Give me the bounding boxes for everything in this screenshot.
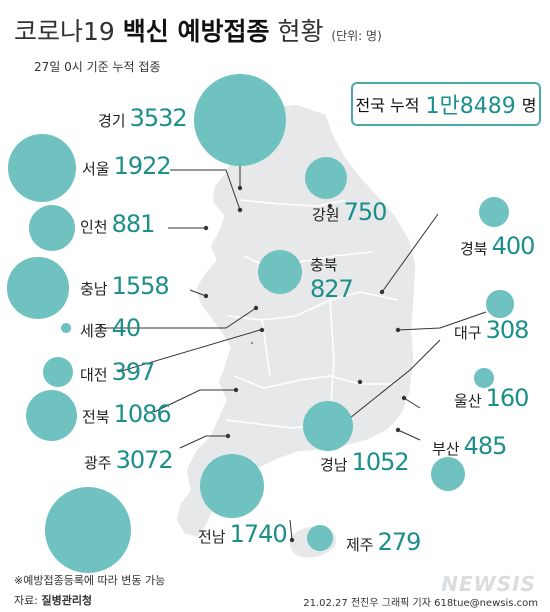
label-daegu: 대구 308 <box>454 316 529 344</box>
total-label: 전국 누적 <box>355 96 420 115</box>
source-label: 자료: <box>14 594 38 607</box>
label-gyeongnam: 경남 1052 <box>320 448 410 476</box>
bubble-2 <box>29 205 75 251</box>
total-callout: 전국 누적 1만8489 명 <box>351 82 541 126</box>
bubble-16 <box>307 525 333 551</box>
bubble-10 <box>257 249 303 295</box>
newsis-watermark: NEWSIS <box>441 572 536 596</box>
label-busan: 부산 485 <box>432 432 507 460</box>
label-gwangju: 광주 3072 <box>84 446 174 474</box>
bubble-4 <box>61 323 71 333</box>
bubble-5 <box>42 356 74 388</box>
bubble-3 <box>7 257 69 319</box>
label-incheon: 인천 881 <box>80 210 155 238</box>
label-seoul: 서울 1922 <box>82 152 172 180</box>
credit: 21.02.27 전진우 그래픽 기자 618tue@newsis.com <box>303 598 538 609</box>
source: 자료: 질병관리청 <box>14 592 92 608</box>
label-gyeonggi: 경기 3532 <box>98 104 188 132</box>
bubble-1 <box>8 134 76 202</box>
bubble-15 <box>302 400 354 452</box>
bubble-11 <box>478 196 510 228</box>
bubble-9 <box>304 156 348 200</box>
footnote: ※예방접종등록에 따라 변동 가능 <box>14 574 166 587</box>
bubble-12 <box>486 290 514 318</box>
bubble-13 <box>474 368 494 388</box>
subtitle: 27일 0시 기준 누적 접종 <box>34 60 161 74</box>
label-gangwon: 강원 750 <box>312 198 387 226</box>
label-ulsan: 울산 160 <box>454 384 529 412</box>
label-chungnam: 충남 1558 <box>80 272 170 300</box>
mainland-shape <box>175 103 417 539</box>
bubble-8 <box>199 453 265 519</box>
province-borders <box>225 199 399 429</box>
bubble-7 <box>45 487 131 573</box>
bubble-0 <box>194 74 286 166</box>
label-daejeon: 대전 397 <box>80 358 155 386</box>
label-jeju: 제주 279 <box>346 528 421 556</box>
label-jeonbuk: 전북 1086 <box>82 400 172 428</box>
region-dots <box>203 185 407 543</box>
bubble-14 <box>430 456 466 492</box>
source-name: 질병관리청 <box>41 594 93 607</box>
leader-lines <box>96 122 487 541</box>
bubble-6 <box>26 390 78 442</box>
total-unit: 명 <box>521 96 537 115</box>
title-bold: 백신 예방접종 <box>122 17 270 46</box>
title-main: 코로나19 <box>14 17 115 46</box>
label-chungbuk: 충북 827 <box>310 256 354 303</box>
title-end: 현황 <box>277 17 324 46</box>
page-title: 코로나19 백신 예방접종 현황 (단위: 명) <box>14 12 382 48</box>
label-gyeongbuk: 경북 400 <box>460 232 535 260</box>
total-value: 1만8489 <box>425 94 516 119</box>
unit-label: (단위: 명) <box>331 29 382 43</box>
label-sejong: 세종 40 <box>80 314 141 342</box>
label-jeonnam: 전남 1740 <box>198 520 288 548</box>
